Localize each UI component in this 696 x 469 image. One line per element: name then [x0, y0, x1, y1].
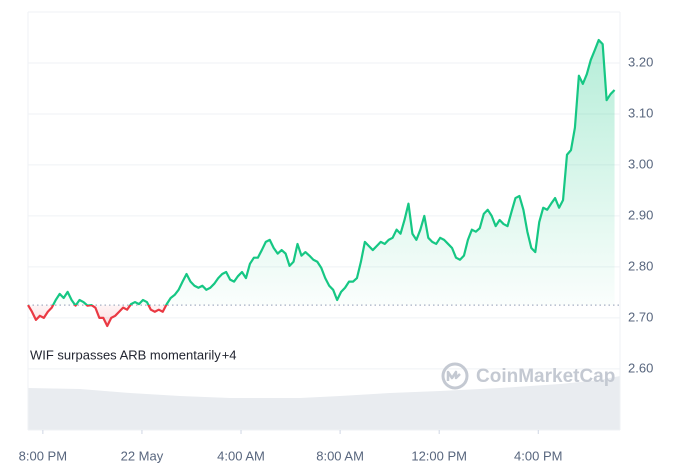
watermark: CoinMarketCap — [476, 366, 615, 387]
volume-area — [28, 376, 620, 430]
y-tick-label: 2.80 — [628, 258, 653, 273]
x-tick-label: 4:00 AM — [217, 448, 265, 463]
marks — [27, 38, 620, 328]
price-area — [28, 40, 615, 327]
annotation: WIF surpasses ARB momentarily — [30, 347, 221, 362]
grid — [28, 62, 620, 370]
watermark-logo — [441, 362, 469, 390]
y-tick-label: 3.00 — [628, 156, 653, 171]
annotation-count[interactable]: +4 — [222, 347, 237, 362]
x-tick-label: 22 May — [121, 448, 164, 463]
y-tick-label: 2.90 — [628, 207, 653, 222]
x-tick-label: 12:00 PM — [411, 448, 467, 463]
y-tick-label: 2.70 — [628, 309, 653, 324]
price-line — [27, 38, 616, 328]
x-tick-label: 4:00 PM — [514, 448, 562, 463]
y-tick-label: 3.10 — [628, 105, 653, 120]
y-tick-label: 3.20 — [628, 54, 653, 69]
x-tick-label: 8:00 AM — [316, 448, 364, 463]
x-tick-label: 8:00 PM — [19, 448, 67, 463]
y-tick-label: 2.60 — [628, 360, 653, 375]
